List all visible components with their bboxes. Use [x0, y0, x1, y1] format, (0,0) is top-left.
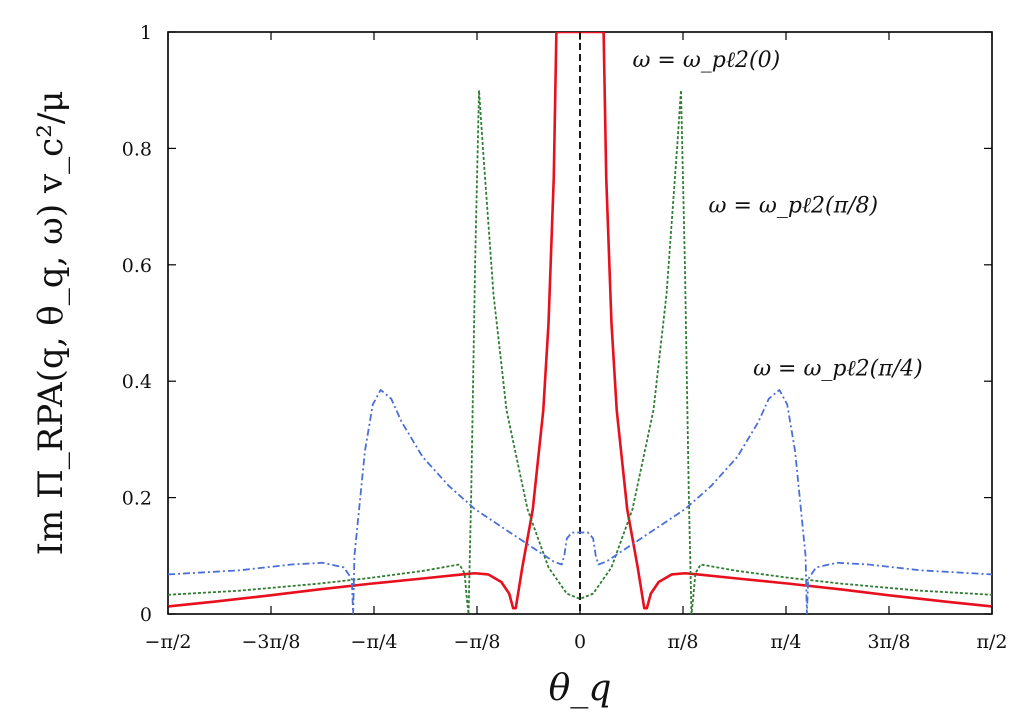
curve-annotation-2: ω = ω_pℓ2(π/4)	[753, 356, 923, 381]
series-layer	[168, 32, 992, 614]
x-tick-label-4: 0	[574, 631, 586, 653]
x-tick-label-7: 3π/8	[867, 631, 910, 653]
y-tick-label-2: 0.4	[122, 371, 152, 393]
y-tick-label-1: 0.2	[122, 488, 152, 510]
x-tick-label-2: −π/4	[351, 631, 398, 653]
curve-annotation-1: ω = ω_pℓ2(π/8)	[709, 193, 879, 218]
x-tick-label-6: π/4	[771, 631, 802, 653]
annotation-layer: ω = ω_pℓ2(0) ω = ω_pℓ2(π/8) ω = ω_pℓ2(π/4)	[632, 48, 922, 381]
x-axis-label: θ_q	[549, 668, 612, 709]
curve-annotation-0: ω = ω_pℓ2(0)	[632, 48, 780, 73]
x-tick-label-8: π/2	[977, 631, 1008, 653]
y-axis-label: Im Π_RPA(q, θ_q, ω) v_c²/μ	[31, 91, 71, 556]
ticks-layer	[167, 31, 993, 615]
x-tick-label-3: −π/8	[454, 631, 501, 653]
series-line-2	[168, 389, 992, 614]
x-tick-label-0: −π/2	[145, 631, 192, 653]
y-tick-label-4: 0.8	[122, 138, 152, 160]
x-tick-label-5: π/8	[668, 631, 699, 653]
series-line-1	[168, 89, 992, 614]
y-tick-label-5: 1	[140, 22, 152, 44]
labels-layer: −π/2 −3π/8 −π/4 −π/8 0 π/8 π/4 3π/8 π/2 0 0.2 0.4 0.…	[31, 22, 1007, 709]
y-tick-label-0: 0	[140, 604, 152, 626]
x-tick-label-1: −3π/8	[242, 631, 301, 653]
y-tick-label-3: 0.6	[122, 255, 152, 277]
